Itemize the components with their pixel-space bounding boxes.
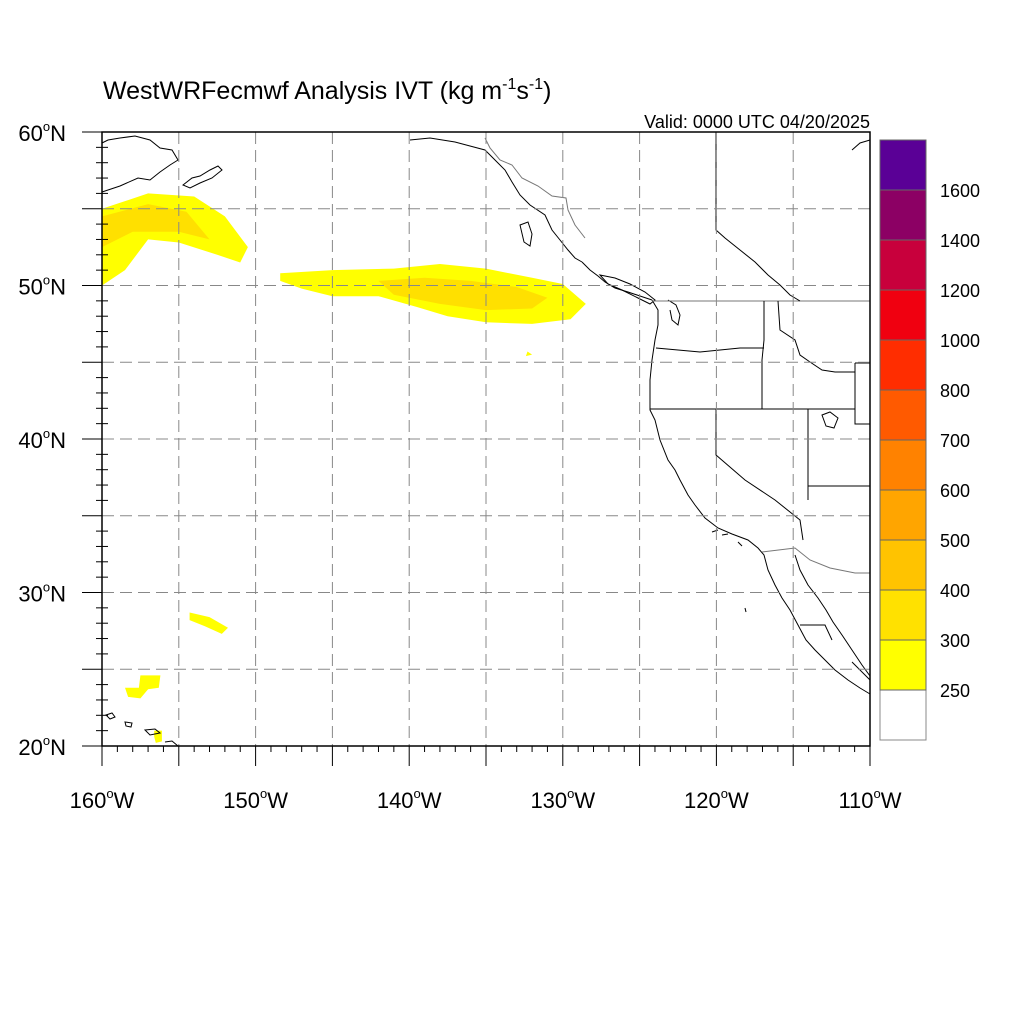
- alaska-coast: [101, 135, 179, 193]
- colorbar-swatch: [879, 589, 927, 641]
- mexico-mainland-coast: [851, 661, 871, 681]
- valid-time-label: Valid: 0000 UTC 04/20/2025: [644, 112, 870, 132]
- hawaii-big-island: [164, 740, 179, 747]
- kodiak-island: [182, 165, 223, 189]
- ivt-region-250: [154, 730, 162, 743]
- colorbar-label: 1600: [940, 181, 980, 201]
- lat-tick-label: 30oN: [18, 580, 66, 607]
- alaska-panhandle-coast: [409, 137, 583, 263]
- title-sup2: -1: [529, 76, 543, 93]
- ivt-fill-layer: [102, 193, 586, 743]
- baja-mexico-border: [800, 624, 833, 641]
- figure-title: WestWRFecmwf Analysis IVT (kg m-1s-1): [103, 76, 551, 105]
- colorbar-swatch: [879, 639, 927, 691]
- channel-islands: [711, 529, 743, 547]
- haida-gwaii: [519, 221, 533, 247]
- title-base: WestWRFecmwf Analysis IVT (kg m: [103, 77, 502, 105]
- colorbar-swatch: [879, 689, 927, 741]
- colorbar-swatch: [879, 339, 927, 391]
- colorbar-swatch: [879, 239, 927, 291]
- puget-sound: [667, 299, 681, 326]
- idaho-west-border: [761, 301, 765, 409]
- lon-tick-label: 160oW: [70, 786, 135, 813]
- coastlines-and-borders: [101, 132, 871, 747]
- lon-tick-label: 120oW: [684, 786, 749, 813]
- alaska-canada-border: [484, 137, 586, 239]
- gulf-of-california-coast: [794, 554, 871, 677]
- title-sup1: -1: [502, 76, 516, 93]
- colorbar-label: 250: [940, 681, 970, 701]
- idaho-montana-border: [777, 300, 855, 373]
- colorbar-label: 700: [940, 431, 970, 451]
- alberta-bc-border: [715, 132, 801, 302]
- ivt-region-250: [189, 612, 228, 634]
- ivt-region-250: [125, 675, 161, 699]
- lon-tick-label: 150oW: [223, 786, 288, 813]
- title-end: ): [543, 77, 551, 105]
- hawaii-oahu: [124, 721, 133, 728]
- lat-tick-label: 60oN: [18, 119, 66, 146]
- colorbar-swatch: [879, 439, 927, 491]
- lon-tick-label: 110oW: [838, 786, 901, 813]
- ivt-region-300: [102, 204, 210, 248]
- colorbar-label: 1400: [940, 231, 980, 251]
- great-salt-lake: [821, 411, 839, 429]
- hawaii-kauai: [105, 712, 116, 720]
- colorbar-swatch: [879, 139, 927, 191]
- ivt-region-250: [525, 351, 533, 357]
- lat-tick-label: 20oN: [18, 733, 66, 760]
- hawaii-maui: [143, 728, 162, 736]
- minor-tick-marks: [82, 131, 871, 766]
- colorbar-label: 400: [940, 581, 970, 601]
- vancouver-island: [598, 274, 656, 305]
- plot-frame: [101, 131, 871, 747]
- title-mid: s: [516, 77, 529, 105]
- colorbar-label: 800: [940, 381, 970, 401]
- lat-tick-label: 50oN: [18, 273, 66, 300]
- colorbar-label: 600: [940, 481, 970, 501]
- colorbar-label: 1000: [940, 331, 980, 351]
- colorbar-label: 500: [940, 531, 970, 551]
- us-mexico-border: [761, 547, 870, 574]
- colorbar-swatch: [879, 389, 927, 441]
- colorbar-swatch: [879, 489, 927, 541]
- colorbar-swatch: [879, 189, 927, 241]
- guadalupe-island: [744, 607, 747, 613]
- colorbar-swatch: [879, 539, 927, 591]
- oregon-washington-border: [655, 347, 764, 353]
- colorbar-label: 1200: [940, 281, 980, 301]
- wyoming-border: [854, 362, 870, 425]
- colorbar: 250 300 400 500 600 700 800 1000 1200 1400 1600: [879, 139, 980, 741]
- lon-tick-label: 130oW: [530, 786, 595, 813]
- lat-tick-label: 40oN: [18, 426, 66, 453]
- canada-east-edge: [851, 139, 871, 151]
- colorbar-label: 300: [940, 631, 970, 651]
- lon-tick-label: 140oW: [377, 786, 442, 813]
- colorbar-swatch: [879, 289, 927, 341]
- graticule: [102, 132, 870, 746]
- us-west-coast: [649, 299, 871, 695]
